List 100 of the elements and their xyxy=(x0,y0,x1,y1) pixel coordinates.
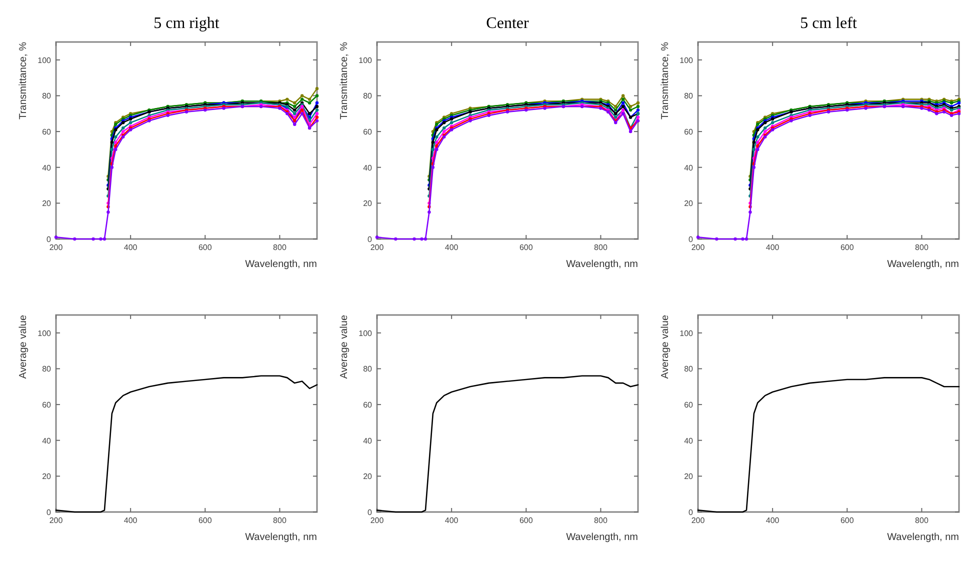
point xyxy=(412,237,416,241)
point xyxy=(293,116,296,119)
y-tick-label: 20 xyxy=(684,199,694,208)
point xyxy=(122,126,125,130)
point xyxy=(756,148,760,152)
y-tick-label: 80 xyxy=(363,364,373,374)
point xyxy=(420,237,424,241)
point xyxy=(114,148,118,152)
x-tick-label: 400 xyxy=(444,516,459,525)
point xyxy=(293,101,296,104)
y-tick-label: 20 xyxy=(42,472,52,482)
line-series xyxy=(697,377,960,513)
y-tick-label: 20 xyxy=(363,472,373,482)
x-tick-label: 200 xyxy=(49,243,64,252)
y-tick-label: 60 xyxy=(684,400,694,410)
y-tick-label: 40 xyxy=(363,436,373,446)
x-tick-label: 400 xyxy=(124,516,138,525)
x-axis-title: Wavelength, nm xyxy=(566,259,638,270)
x-tick-label: 400 xyxy=(444,243,459,252)
y-tick-label: 80 xyxy=(42,92,52,101)
y-tick-label: 0 xyxy=(688,508,694,517)
x-tick-label: 800 xyxy=(594,516,608,525)
y-axis-title: Average value xyxy=(660,314,671,379)
y-tick-label: 80 xyxy=(684,92,694,101)
y-axis-title: Average value xyxy=(339,314,350,379)
point xyxy=(315,101,319,104)
x-tick-label: 600 xyxy=(840,516,854,525)
point xyxy=(636,108,640,112)
y-tick-label: 100 xyxy=(680,328,694,338)
point xyxy=(114,135,118,139)
x-axis-title: Wavelength, nm xyxy=(887,532,959,543)
point xyxy=(741,237,744,241)
y-axis-title: Transmittance, % xyxy=(339,42,350,120)
x-tick-label: 600 xyxy=(519,516,534,525)
x-tick-label: 600 xyxy=(840,243,854,252)
y-tick-label: 0 xyxy=(368,235,373,244)
point xyxy=(748,210,752,214)
point xyxy=(764,126,767,130)
point xyxy=(315,104,319,108)
x-tick-label: 400 xyxy=(124,243,138,252)
y-tick-label: 60 xyxy=(684,128,694,137)
point xyxy=(315,94,319,98)
point xyxy=(110,166,114,169)
point xyxy=(308,98,312,101)
y-tick-label: 100 xyxy=(358,328,373,338)
point xyxy=(308,101,312,104)
point xyxy=(752,166,756,169)
point xyxy=(428,210,431,214)
y-tick-label: 60 xyxy=(363,400,373,410)
point xyxy=(110,140,114,144)
point xyxy=(752,140,756,144)
point xyxy=(315,112,319,116)
point xyxy=(99,237,102,241)
point xyxy=(614,108,618,112)
point xyxy=(636,101,640,104)
point xyxy=(122,130,125,134)
chart-title: 5 cm right xyxy=(154,15,220,32)
point xyxy=(621,104,625,108)
point xyxy=(621,101,625,104)
point xyxy=(102,237,106,241)
point xyxy=(628,108,632,112)
x-tick-label: 400 xyxy=(766,516,780,525)
point xyxy=(128,120,132,124)
point xyxy=(110,148,114,152)
point xyxy=(636,104,640,108)
y-tick-label: 20 xyxy=(363,199,373,208)
point xyxy=(300,98,304,101)
x-tick-label: 800 xyxy=(915,516,929,525)
point xyxy=(744,237,748,241)
y-tick-label: 0 xyxy=(368,508,373,517)
point xyxy=(442,126,446,130)
y-tick-label: 40 xyxy=(684,163,694,172)
point xyxy=(114,140,118,144)
point xyxy=(286,98,289,101)
x-tick-label: 800 xyxy=(273,516,287,525)
point xyxy=(300,108,304,112)
point xyxy=(431,148,435,152)
x-tick-label: 800 xyxy=(273,243,287,252)
x-tick-label: 600 xyxy=(519,243,534,252)
point xyxy=(431,166,435,169)
y-axis-title: Transmittance, % xyxy=(660,42,671,120)
point xyxy=(621,94,625,98)
point xyxy=(293,122,296,126)
chart-title: 5 cm left xyxy=(800,15,858,32)
point xyxy=(106,210,110,214)
x-axis-title: Wavelength, nm xyxy=(887,259,959,270)
y-tick-label: 80 xyxy=(684,364,694,374)
y-tick-label: 60 xyxy=(42,400,52,410)
point xyxy=(315,86,319,90)
y-axis-title: Transmittance, % xyxy=(18,42,29,120)
y-tick-label: 0 xyxy=(46,508,52,517)
point xyxy=(435,148,438,152)
point xyxy=(756,140,760,144)
point xyxy=(734,237,737,241)
line-series xyxy=(376,375,639,513)
y-tick-label: 40 xyxy=(42,163,52,172)
y-tick-label: 80 xyxy=(42,364,52,374)
x-tick-label: 200 xyxy=(49,516,64,525)
x-tick-label: 800 xyxy=(915,243,929,252)
point xyxy=(450,120,454,124)
